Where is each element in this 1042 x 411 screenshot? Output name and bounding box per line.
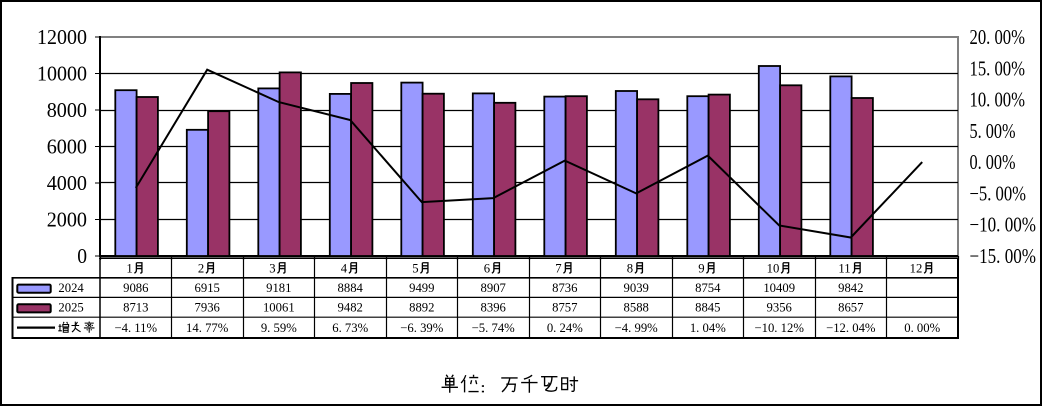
svg-text:8892: 8892 bbox=[409, 301, 434, 315]
svg-text:8: 8 bbox=[627, 261, 633, 275]
svg-text:7: 7 bbox=[555, 261, 561, 275]
svg-text:9499: 9499 bbox=[409, 281, 434, 295]
svg-text:11: 11 bbox=[838, 261, 850, 275]
svg-text:10061: 10061 bbox=[263, 301, 295, 315]
svg-text:10409: 10409 bbox=[763, 281, 795, 295]
svg-text:6000: 6000 bbox=[47, 135, 87, 159]
svg-text:12000: 12000 bbox=[37, 25, 87, 49]
svg-text:8396: 8396 bbox=[481, 301, 506, 315]
svg-text:−4. 11%: −4. 11% bbox=[114, 321, 157, 335]
svg-text:8845: 8845 bbox=[695, 301, 720, 315]
svg-text:5: 5 bbox=[412, 261, 418, 275]
svg-text:9482: 9482 bbox=[338, 301, 363, 315]
svg-text:10000: 10000 bbox=[37, 62, 87, 86]
svg-text:−10. 12%: −10. 12% bbox=[754, 321, 804, 335]
svg-text:8000: 8000 bbox=[47, 98, 87, 122]
svg-text:−5. 00%: −5. 00% bbox=[970, 181, 1027, 205]
svg-text:9: 9 bbox=[698, 261, 704, 275]
svg-text:8884: 8884 bbox=[338, 281, 364, 295]
svg-text:−4. 99%: −4. 99% bbox=[615, 321, 659, 335]
svg-text:2025: 2025 bbox=[58, 301, 83, 315]
svg-text:15. 00%: 15. 00% bbox=[970, 56, 1026, 80]
svg-text:1. 04%: 1. 04% bbox=[690, 321, 726, 335]
svg-text:10. 00%: 10. 00% bbox=[970, 88, 1026, 112]
svg-text:0: 0 bbox=[77, 244, 87, 268]
svg-text:0. 24%: 0. 24% bbox=[547, 321, 583, 335]
svg-text:2: 2 bbox=[198, 261, 204, 275]
svg-text:8713: 8713 bbox=[123, 301, 148, 315]
svg-text:8757: 8757 bbox=[552, 301, 577, 315]
svg-text:8907: 8907 bbox=[481, 281, 506, 295]
svg-text:9. 59%: 9. 59% bbox=[261, 321, 297, 335]
svg-text:6. 73%: 6. 73% bbox=[332, 321, 368, 335]
svg-text:9842: 9842 bbox=[838, 281, 863, 295]
svg-text:7936: 7936 bbox=[195, 301, 220, 315]
svg-text:2024: 2024 bbox=[58, 281, 84, 295]
svg-text:9039: 9039 bbox=[624, 281, 649, 295]
svg-text:0. 00%: 0. 00% bbox=[970, 150, 1016, 174]
svg-text:14. 77%: 14. 77% bbox=[186, 321, 229, 335]
svg-text:20. 00%: 20. 00% bbox=[970, 25, 1026, 49]
svg-text:6: 6 bbox=[484, 261, 490, 275]
svg-text:9181: 9181 bbox=[266, 281, 291, 295]
svg-text:8754: 8754 bbox=[695, 281, 721, 295]
svg-text:9086: 9086 bbox=[123, 281, 148, 295]
svg-text:12: 12 bbox=[910, 261, 923, 275]
svg-text:9356: 9356 bbox=[767, 301, 792, 315]
svg-text:8657: 8657 bbox=[838, 301, 863, 315]
svg-text:2000: 2000 bbox=[47, 208, 87, 232]
svg-text:5. 00%: 5. 00% bbox=[970, 119, 1016, 143]
svg-text:8588: 8588 bbox=[624, 301, 649, 315]
svg-text:8736: 8736 bbox=[552, 281, 577, 295]
svg-text:3: 3 bbox=[269, 261, 275, 275]
svg-text:−6. 39%: −6. 39% bbox=[400, 321, 444, 335]
svg-text:−15. 00%: −15. 00% bbox=[970, 244, 1037, 268]
svg-text:−10. 00%: −10. 00% bbox=[970, 213, 1037, 237]
svg-text:−12. 04%: −12. 04% bbox=[826, 321, 876, 335]
svg-text:4: 4 bbox=[341, 261, 348, 275]
svg-text:6915: 6915 bbox=[195, 281, 220, 295]
svg-text:0. 00%: 0. 00% bbox=[904, 321, 940, 335]
svg-text:4000: 4000 bbox=[47, 171, 87, 195]
svg-text:−5. 74%: −5. 74% bbox=[472, 321, 516, 335]
svg-text:1: 1 bbox=[126, 261, 132, 275]
svg-text:10: 10 bbox=[767, 261, 780, 275]
